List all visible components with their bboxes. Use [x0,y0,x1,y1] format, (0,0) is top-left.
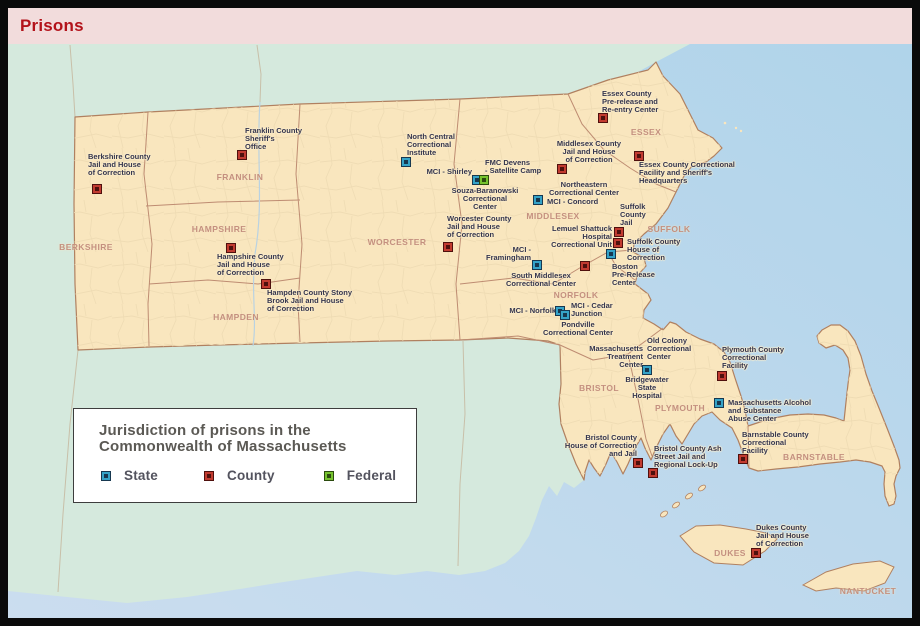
connecticut-river [252,101,261,347]
prison-marker-county [93,185,101,193]
prison-marker-county [739,455,747,463]
county-label: BARNSTABLE [783,452,845,462]
facility-label: Bridgewater State Hospital [625,375,669,400]
facility-label: Souza-Baranowski Correctional Center [451,186,519,211]
facility-label: South Middlesex Correctional Center [505,271,577,288]
county-label: NORFOLK [553,290,599,300]
facility-label: North Central Correctional Institute [407,132,455,157]
prison-marker-county [649,469,657,477]
facility-label: Essex County Correctional Facility and Sh… [639,160,735,185]
facility-label: Worcester County Jail and House of Correct… [447,214,512,239]
facility-label: Berkshire County Jail and House of Correct… [88,152,151,177]
prison-marker-county [615,228,623,236]
facility-label: Plymouth County Correctional Facility [722,345,785,370]
state-border-lines [57,44,466,593]
legend-item-label: State [124,468,159,483]
facility-label: Barnstable County Correctional Facility [742,430,809,455]
county-label: DUKES [714,548,746,558]
town-boundaries [74,62,900,506]
legend-item-federal: Federal [324,468,397,483]
legend-item-label: Federal [346,468,397,483]
facility-label: FMC Devens - Satellite Camp [485,158,542,175]
facility-label: Hampshire County Jail and House of Correct… [217,252,284,277]
prison-marker-state [402,158,410,166]
facility-label: Dukes County Jail and House of Correction [756,523,809,548]
prison-marker-county [238,151,246,159]
prison-marker-county [635,152,643,160]
facility-label: Suffolk County Jail [620,202,646,227]
facility-label: MCI - Shirley [426,167,472,176]
facility-label: Old Colony Correctional Center [647,336,692,361]
legend-title: Jurisdiction of prisons in the Commonwea… [99,423,416,455]
prison-marker-state [534,196,542,204]
prison-marker-county [634,459,642,467]
prison-marker-county [558,165,566,173]
facility-label: MCI - Cedar Junction [571,301,613,318]
facility-label: Lemuel Shattuck Hospital Correctional Unit [551,224,612,249]
harbor-islands [647,121,743,262]
nantucket-island [801,560,895,592]
county-label: WORCESTER [367,237,427,247]
prison-marker-county [614,239,622,247]
county-label: FRANKLIN [216,172,264,182]
page-title: Prisons [20,16,84,35]
facility-label: Boston Pre-Release Center [612,262,655,287]
county-label: ESSEX [630,127,662,137]
facility-label: Northeastern Correctional Center [548,180,620,197]
prison-marker-state [533,261,541,269]
state-marker-icon [102,471,110,480]
title-bar: Prisons [8,8,912,44]
legend: Jurisdiction of prisons in the Commonwea… [73,408,417,503]
facility-label: MCI - Framingham [485,245,531,262]
prison-marker-county [752,549,760,557]
facility-label: Massachusetts Alcohol and Substance Abuse … [728,398,812,423]
prison-marker-federal [480,176,488,184]
legend-items: State County Federal [74,468,416,483]
map-overlay: BERKSHIRE FRANKLIN HAMPSHIRE HAMPDEN WORCEST… [8,44,912,618]
legend-title-line2: Commonwealth of Massachusetts [99,438,347,455]
prison-marker-county [444,243,452,251]
facility-label: Suffolk County House of Correction [627,237,681,262]
county-label: HAMPSHIRE [191,224,247,234]
federal-marker-icon [324,471,333,480]
county-label: BRISTOL [579,383,619,393]
facility-label: Hampden County Stony Brook Jail and House… [267,288,353,313]
map-canvas: BERKSHIRE FRANKLIN HAMPSHIRE HAMPDEN WORCEST… [8,44,912,618]
prison-marker-county [718,372,726,380]
county-label: NANTUCKET [839,586,897,596]
prison-marker-county [227,244,235,252]
legend-item-county: County [205,468,275,483]
facility-label: Bristol County House of Correction and Jai… [564,433,637,458]
legend-item-label: County [227,468,275,483]
legend-item-state: State [102,468,158,483]
prison-marker-county [262,280,270,288]
facility-label: Pondville Correctional Center [542,320,614,337]
county-label: PLYMOUTH [654,403,706,413]
prison-marker-county [599,114,607,122]
county-label: MIDDLESEX [526,211,580,221]
county-boundaries [143,93,750,469]
facility-label: Essex County Pre-release and Re-entry Cent… [602,89,659,114]
county-label: HAMPDEN [213,312,259,322]
county-label: SUFFOLK [647,224,691,234]
facility-label: Middlesex County Jail and House of Correct… [556,139,622,164]
prison-marker-state [715,399,723,407]
county-label: BERKSHIRE [59,242,113,252]
facility-label: Massachusetts Treatment Center [589,344,643,369]
facility-label: MCI - Concord [547,197,599,206]
facility-label: MCI - Norfolk [509,306,556,315]
facility-label: Franklin County Sheriff's Office [245,126,303,151]
legend-title-line1: Jurisdiction of prisons in the [99,422,311,439]
prison-marker-state [607,250,615,258]
elizabeth-islands [660,484,706,518]
prison-marker-county [581,262,589,270]
facility-label: Bristol County Ash Street Jail and Regiona… [654,444,722,469]
prison-marker-state [561,311,569,319]
prison-marker-state [643,366,651,374]
county-marker-icon [205,471,214,480]
